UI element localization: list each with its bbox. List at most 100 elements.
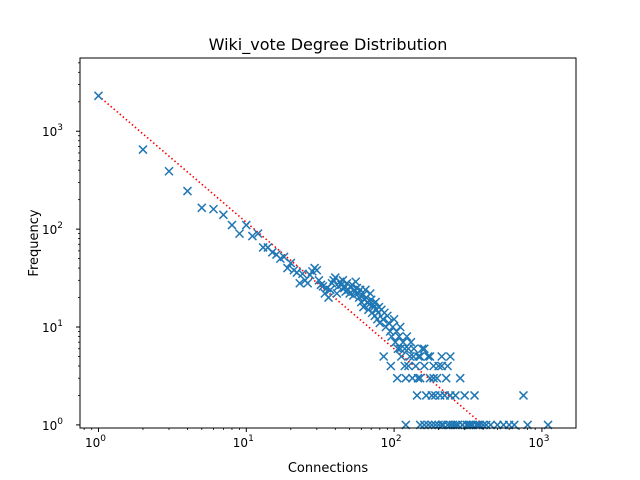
data-point xyxy=(366,295,376,305)
data-point-stroke xyxy=(386,361,396,371)
data-point-stroke xyxy=(419,344,429,354)
data-point-stroke xyxy=(450,390,460,400)
data-point xyxy=(267,247,277,257)
data-point-stroke xyxy=(360,285,370,295)
data-point-stroke xyxy=(393,344,403,354)
data-point-stroke xyxy=(332,288,342,299)
data-point-stroke xyxy=(400,361,410,371)
data-point xyxy=(364,299,374,309)
data-point xyxy=(286,258,296,268)
data-point-stroke xyxy=(382,311,392,321)
data-point xyxy=(241,220,251,230)
axes-frame xyxy=(79,57,577,429)
data-point xyxy=(403,344,413,354)
data-point xyxy=(429,373,439,383)
data-point-stroke xyxy=(227,220,237,230)
data-point xyxy=(197,203,207,213)
data-point-stroke xyxy=(295,278,305,288)
data-point-stroke xyxy=(434,361,444,371)
data-point-stroke xyxy=(398,337,408,347)
data-point-stroke xyxy=(417,344,427,354)
data-point-stroke xyxy=(303,278,313,288)
data-point-stroke xyxy=(425,351,435,362)
data-point-stroke xyxy=(390,337,400,347)
data-point-stroke xyxy=(253,229,263,239)
data-point-stroke xyxy=(443,361,453,371)
data-point xyxy=(455,373,465,383)
data-point xyxy=(303,278,313,288)
data-point xyxy=(419,361,429,371)
data-point xyxy=(412,390,422,400)
data-point-stroke xyxy=(379,351,389,362)
data-point-stroke xyxy=(460,390,470,400)
data-point-stroke xyxy=(402,331,412,342)
data-point-stroke xyxy=(138,145,148,155)
data-point-stroke xyxy=(197,203,207,213)
data-point-stroke xyxy=(415,351,425,362)
data-point-stroke xyxy=(371,297,381,307)
y-tick-label: 103 xyxy=(42,123,63,139)
data-point xyxy=(402,331,412,342)
data-point-stroke xyxy=(432,373,442,383)
data-point-stroke xyxy=(384,318,394,328)
data-point-stroke xyxy=(364,299,374,309)
data-point-stroke xyxy=(437,351,447,362)
data-point-stroke xyxy=(325,285,335,295)
data-point xyxy=(379,351,389,362)
x-tick-label: 103 xyxy=(528,434,549,450)
y-tick-label: 101 xyxy=(42,319,63,335)
data-point-stroke xyxy=(411,361,421,371)
data-point-stroke xyxy=(427,390,437,400)
data-point-stroke xyxy=(385,326,395,337)
data-point xyxy=(247,231,257,241)
x-axis-ticks: 100 101 102 103 xyxy=(83,428,549,450)
data-point-stroke xyxy=(389,314,399,324)
data-point xyxy=(386,361,396,371)
data-point xyxy=(432,373,442,383)
data-point-stroke xyxy=(518,390,528,400)
data-point-stroke xyxy=(279,252,289,262)
data-point-stroke xyxy=(388,322,398,332)
data-point xyxy=(234,229,245,239)
data-point-stroke xyxy=(403,361,413,371)
data-point xyxy=(401,373,411,383)
y-tick-label: 102 xyxy=(42,221,63,237)
data-point xyxy=(395,322,405,332)
data-point-stroke xyxy=(286,258,296,268)
data-point-stroke xyxy=(381,322,391,332)
data-point-stroke xyxy=(345,288,355,299)
data-point xyxy=(282,263,293,273)
data-point-stroke xyxy=(366,295,376,305)
x-axis-label: Connections xyxy=(288,461,369,476)
data-point-stroke xyxy=(395,344,405,354)
data-point-stroke xyxy=(441,373,451,383)
data-point-stroke xyxy=(234,229,245,239)
data-point xyxy=(395,344,405,354)
data-point xyxy=(394,331,404,342)
data-point-stroke xyxy=(267,247,277,257)
data-point-stroke xyxy=(241,220,251,230)
fit-line xyxy=(97,95,484,426)
data-point xyxy=(138,145,148,155)
data-point xyxy=(398,337,408,347)
data-point-stroke xyxy=(408,351,418,362)
data-point xyxy=(419,344,429,354)
data-point xyxy=(312,265,322,275)
data-point-stroke xyxy=(415,373,425,383)
x-tick-label: 102 xyxy=(381,434,402,450)
data-point xyxy=(390,337,400,347)
data-point-stroke xyxy=(339,283,349,293)
data-point xyxy=(297,269,308,279)
data-point xyxy=(470,390,480,400)
data-point xyxy=(415,373,425,383)
data-point-stroke xyxy=(445,351,455,362)
data-point xyxy=(332,288,342,299)
data-point-stroke xyxy=(314,275,324,285)
data-point xyxy=(406,337,416,347)
data-point xyxy=(417,344,427,354)
data-point xyxy=(314,275,324,285)
data-point xyxy=(393,344,403,354)
data-point-stroke xyxy=(93,91,103,101)
data-point-stroke xyxy=(164,166,174,176)
data-point xyxy=(405,351,415,362)
